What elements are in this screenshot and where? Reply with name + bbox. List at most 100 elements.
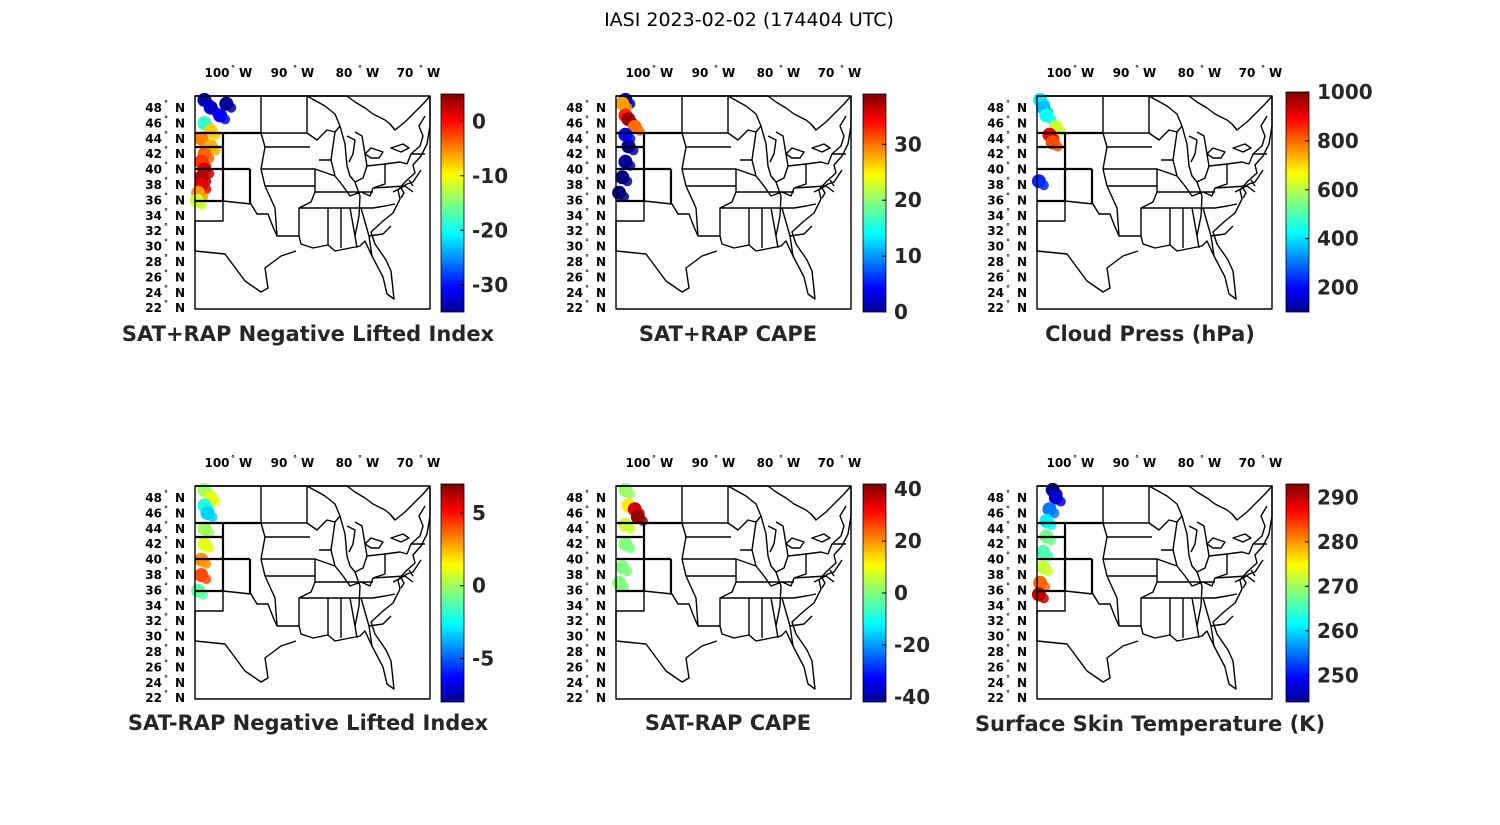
degree-mark: ° (164, 489, 168, 498)
longitude-label: 100 (204, 66, 229, 80)
degree-mark: ° (1006, 268, 1010, 277)
latitude-suffix: N (596, 506, 606, 520)
latitude-suffix: N (1017, 209, 1027, 223)
longitude-label: 100 (1046, 456, 1071, 470)
degree-mark: ° (652, 64, 656, 73)
degree-mark: ° (714, 454, 718, 463)
swath-point (622, 566, 633, 577)
degree-mark: ° (164, 658, 168, 667)
map-background (195, 96, 430, 309)
degree-mark: ° (585, 612, 589, 621)
colorbar-frame (1285, 483, 1310, 703)
longitude-suffix: W (848, 66, 861, 80)
latitude-label: 46 (145, 506, 162, 520)
colorbar-tick-label: 0 (472, 574, 486, 598)
swath-point (210, 496, 221, 507)
colorbar-frame (440, 483, 465, 703)
latitude-label: 28 (987, 645, 1004, 659)
degree-mark: ° (1200, 454, 1204, 463)
latitude-suffix: N (596, 240, 606, 254)
latitude-suffix: N (596, 645, 606, 659)
degree-mark: ° (164, 643, 168, 652)
degree-mark: ° (585, 674, 589, 683)
degree-mark: ° (293, 64, 297, 73)
degree-mark: ° (164, 551, 168, 560)
map-background (1037, 96, 1272, 309)
latitude-label: 30 (987, 630, 1004, 644)
latitude-label: 26 (566, 270, 583, 284)
colorbar-tick-label: -5 (472, 646, 494, 670)
latitude-label: 42 (987, 537, 1004, 551)
latitude-suffix: N (596, 660, 606, 674)
degree-mark: ° (1006, 238, 1010, 247)
latitude-suffix: N (1017, 568, 1027, 582)
degree-mark: ° (164, 581, 168, 590)
latitude-suffix: N (596, 209, 606, 223)
longitude-label: 80 (757, 66, 774, 80)
degree-mark: ° (164, 114, 168, 123)
colorbar-tick-label: 400 (1317, 227, 1359, 251)
latitude-label: 40 (987, 163, 1004, 177)
latitude-suffix: N (1017, 583, 1027, 597)
latitude-suffix: N (175, 178, 185, 192)
swath-point (201, 558, 212, 569)
latitude-label: 44 (987, 132, 1004, 146)
latitude-suffix: N (1017, 614, 1027, 628)
latitude-label: 48 (987, 491, 1004, 505)
degree-mark: ° (585, 299, 589, 308)
latitude-label: 44 (145, 522, 162, 536)
latitude-label: 26 (145, 270, 162, 284)
colorbar-tick-label: 200 (1317, 276, 1359, 300)
longitude-suffix: W (722, 66, 735, 80)
latitude-suffix: N (1017, 301, 1027, 315)
map-frame (615, 95, 852, 310)
latitude-label: 24 (566, 676, 583, 690)
latitude-label: 30 (145, 630, 162, 644)
colorbar-tick-label: 30 (894, 132, 922, 156)
latitude-label: 48 (566, 491, 583, 505)
colorbar-tick-label: 800 (1317, 129, 1359, 153)
longitude-label: 90 (271, 66, 288, 80)
latitude-suffix: N (175, 270, 185, 284)
degree-mark: ° (164, 535, 168, 544)
latitude-label: 38 (145, 178, 162, 192)
latitude-label: 28 (566, 255, 583, 269)
degree-mark: ° (164, 612, 168, 621)
longitude-label: 70 (1239, 66, 1256, 80)
degree-mark: ° (293, 454, 297, 463)
latitude-suffix: N (596, 193, 606, 207)
longitude-suffix: W (239, 456, 252, 470)
latitude-suffix: N (175, 101, 185, 115)
latitude-label: 40 (566, 553, 583, 567)
degree-mark: ° (164, 284, 168, 293)
latitude-suffix: N (1017, 522, 1027, 536)
map-area (612, 482, 853, 701)
longitude-label: 80 (336, 66, 353, 80)
longitude-suffix: W (301, 66, 314, 80)
degree-mark: ° (164, 222, 168, 231)
latitude-label: 34 (987, 599, 1004, 613)
longitude-suffix: W (787, 66, 800, 80)
colorbar-tick-label: 40 (894, 477, 922, 501)
latitude-suffix: N (175, 240, 185, 254)
latitude-suffix: N (1017, 101, 1027, 115)
latitude-suffix: N (596, 147, 606, 161)
latitude-suffix: N (1017, 491, 1027, 505)
latitude-label: 38 (987, 568, 1004, 582)
latitude-suffix: N (1017, 630, 1027, 644)
latitude-suffix: N (596, 224, 606, 238)
swath-point (625, 488, 636, 499)
swath-point (207, 512, 218, 523)
degree-mark: ° (1006, 222, 1010, 231)
latitude-suffix: N (596, 583, 606, 597)
latitude-suffix: N (175, 537, 185, 551)
map-frame (615, 485, 852, 700)
latitude-label: 44 (566, 522, 583, 536)
latitude-suffix: N (1017, 116, 1027, 130)
panel-title: Cloud Press (hPa) (1045, 322, 1255, 346)
latitude-suffix: N (175, 209, 185, 223)
panel-title: SAT+RAP Negative Lifted Index (122, 322, 495, 346)
latitude-suffix: N (175, 583, 185, 597)
colorbar (863, 94, 886, 312)
longitude-suffix: W (722, 456, 735, 470)
